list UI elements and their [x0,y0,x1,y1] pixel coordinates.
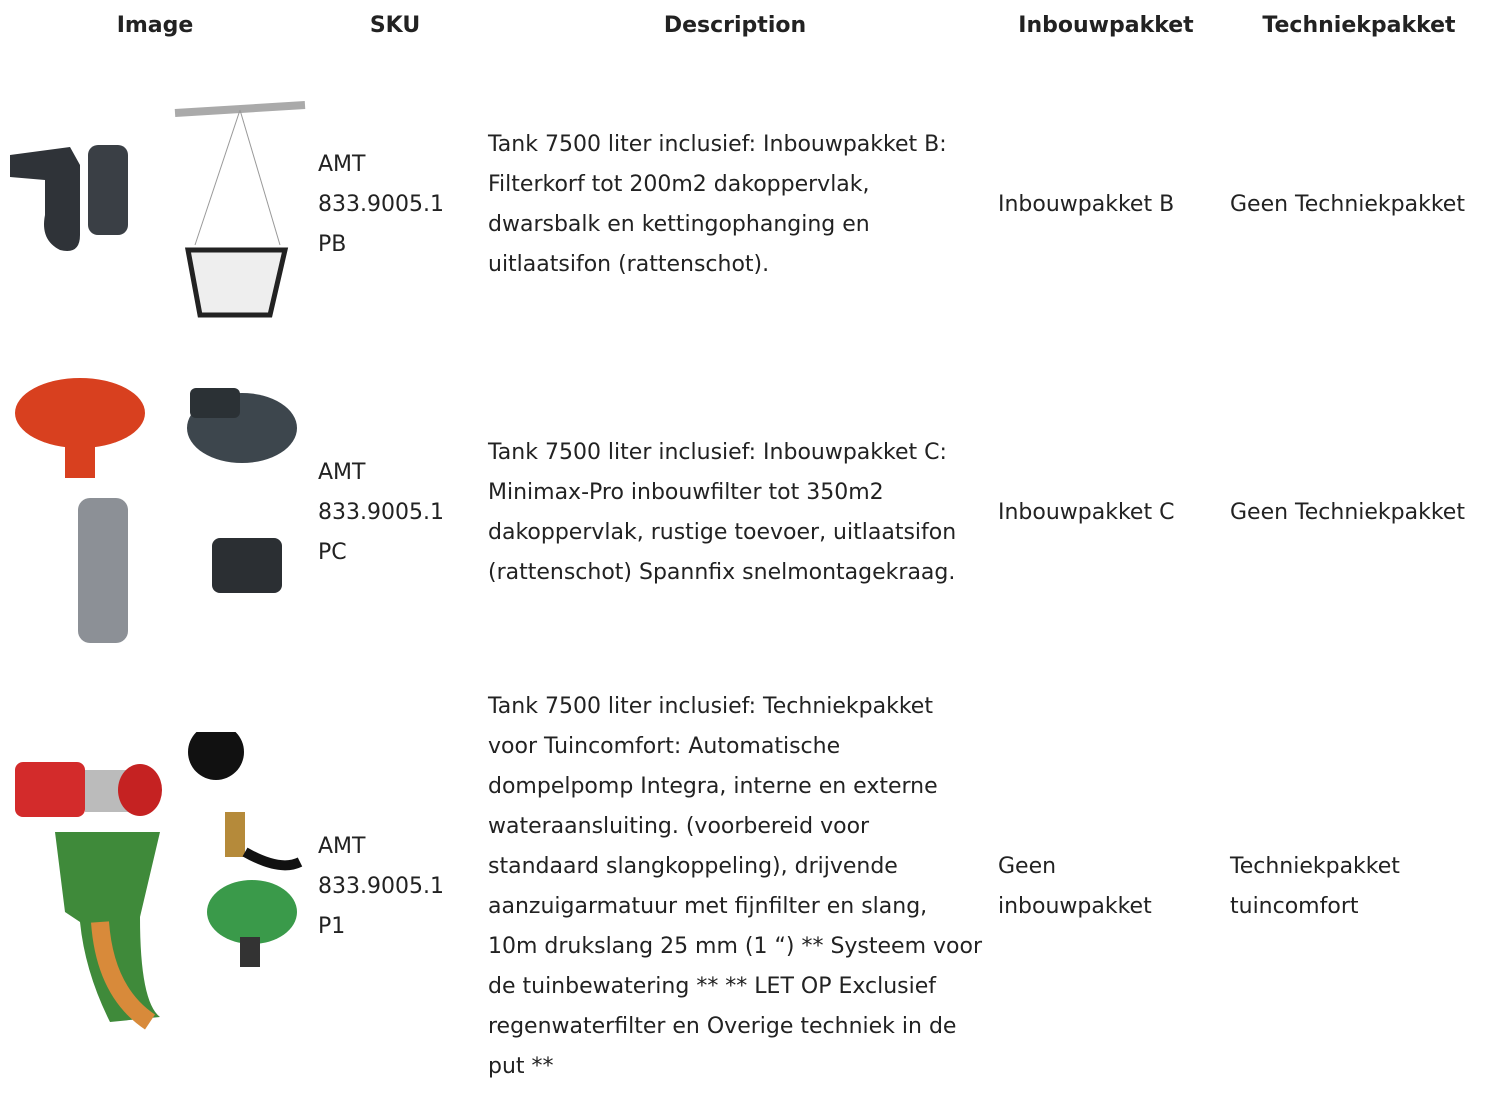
header-row: Image SKU Description Inbouwpakket Techn… [0,0,1496,52]
product-image [15,732,303,1030]
description: Tank 7500 liter inclusief: Inbouwpakket … [488,132,947,277]
image-cell [0,358,310,668]
inbouwpakket: Geen inbouwpakket [998,854,1152,919]
inbouwpakket: Inbouwpakket C [998,500,1175,525]
column-header: Inbouwpakket [1018,13,1194,38]
product-image [15,378,297,643]
sku: AMT 833.9005.1 P1 [318,834,444,939]
techniekpakket: Techniekpakket tuincomfort [1230,854,1400,919]
column-header: SKU [369,13,421,38]
column-header: Description [663,13,807,38]
inbouwpakket: Inbouwpakket B [998,192,1175,217]
description: Tank 7500 liter inclusief: Inbouwpakket … [488,440,957,585]
product-image [10,101,306,318]
image-cell [0,668,310,1106]
techniekpakket: Geen Techniekpakket [1230,500,1465,525]
description: Tank 7500 liter inclusief: Techniekpakke… [488,694,983,1079]
techniekpakket: Geen Techniekpakket [1230,192,1465,217]
image-cell [0,52,310,358]
column-header: Techniekpakket [1262,13,1456,38]
sku: AMT 833.9005.1 PB [318,152,444,257]
row: AMT 833.9005.1 PB Tank 7500 liter inclus… [0,52,1496,358]
sku: AMT 833.9005.1 PC [318,460,444,565]
row: AMT 833.9005.1 P1 Tank 7500 liter inclus… [0,668,1496,1106]
column-header: Image [116,13,194,38]
row: AMT 833.9005.1 PC Tank 7500 liter inclus… [0,358,1496,668]
